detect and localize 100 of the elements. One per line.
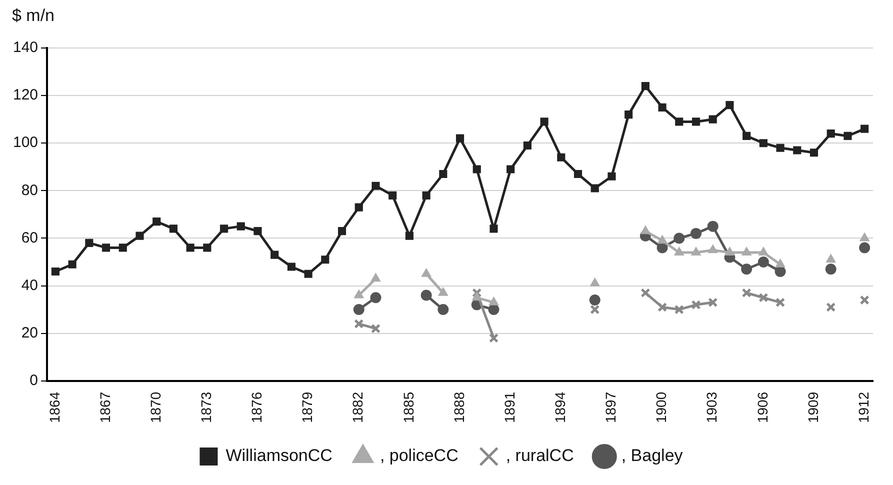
point (690, 228, 702, 239)
point (490, 224, 498, 233)
x-tick-label: 1870 (147, 392, 164, 424)
point (675, 118, 684, 126)
point (51, 267, 60, 276)
x-tick-label: 1894 (552, 392, 568, 424)
point (758, 246, 768, 256)
x-tick-label: 1879 (299, 392, 316, 424)
point (776, 144, 784, 152)
point (354, 290, 364, 298)
y-tick-label: 100 (12, 134, 38, 152)
point (859, 242, 870, 254)
point (707, 220, 718, 232)
point (674, 246, 684, 256)
point (674, 304, 684, 314)
x-tick-label: 1897 (602, 392, 619, 424)
point (287, 262, 296, 271)
point (825, 264, 836, 275)
point (370, 292, 382, 304)
point (860, 295, 870, 305)
point (236, 222, 245, 230)
x-tick-label: 1867 (96, 392, 113, 424)
point (370, 324, 381, 334)
point (860, 124, 869, 133)
point (741, 264, 752, 275)
point (353, 304, 364, 316)
point (724, 246, 735, 256)
point (421, 268, 432, 277)
y-tick-label: 120 (12, 86, 38, 104)
point (860, 232, 870, 242)
point (186, 244, 194, 252)
point (388, 191, 397, 200)
point (136, 232, 144, 240)
point (708, 244, 718, 254)
point (640, 226, 650, 234)
point (656, 242, 668, 254)
point (624, 110, 633, 119)
x-tick-label: 1885 (400, 392, 416, 424)
point (372, 182, 380, 190)
point (657, 235, 668, 244)
point (708, 115, 717, 124)
point (420, 290, 432, 301)
point (774, 266, 786, 277)
point (674, 232, 685, 244)
point (370, 273, 381, 282)
point (321, 256, 330, 264)
point (793, 146, 802, 154)
point (742, 132, 751, 140)
legend-label: , Bagley (621, 446, 684, 466)
point (354, 319, 364, 329)
x-tick-label: 1882 (350, 392, 366, 424)
point (338, 227, 346, 236)
y-axis-title: $ m/n (12, 6, 55, 26)
y-tick-label: 0 (30, 372, 38, 389)
legend-label: , policeCC (380, 446, 458, 466)
point (775, 258, 786, 268)
point (169, 224, 178, 233)
point (438, 287, 448, 296)
point (608, 172, 616, 180)
point (472, 292, 482, 301)
x-tick-label: 1876 (248, 392, 265, 424)
point (354, 203, 363, 212)
x-tick-label: 1864 (46, 392, 62, 424)
point (708, 298, 718, 308)
point (758, 292, 768, 302)
point (826, 254, 836, 263)
x-tick-label: 1912 (855, 392, 872, 424)
point (102, 244, 110, 252)
point (826, 302, 836, 312)
x-tick-label: 1888 (450, 392, 467, 424)
point (742, 246, 752, 256)
point (118, 244, 127, 252)
point (844, 132, 852, 140)
point (589, 294, 600, 306)
y-tick-label: 20 (21, 324, 38, 342)
y-tick-label: 40 (21, 276, 38, 294)
point (742, 288, 752, 298)
point (691, 246, 701, 256)
point (304, 270, 312, 278)
point (68, 260, 76, 268)
point (488, 304, 500, 316)
x-tick-label: 1891 (501, 392, 518, 424)
x-tick-label: 1903 (704, 392, 720, 424)
point (810, 148, 818, 157)
point (540, 118, 548, 126)
point (439, 170, 448, 178)
point (203, 244, 212, 252)
point (456, 134, 464, 142)
point (826, 130, 835, 138)
point (776, 298, 786, 308)
x-tick-label: 1900 (653, 392, 670, 424)
point (270, 250, 279, 259)
point (523, 141, 532, 150)
point (590, 184, 599, 192)
point (590, 304, 600, 314)
point (152, 218, 161, 226)
x-tick-label: 1909 (804, 392, 821, 424)
point (658, 302, 668, 312)
point (220, 224, 228, 233)
y-tick-label: 80 (21, 182, 38, 199)
